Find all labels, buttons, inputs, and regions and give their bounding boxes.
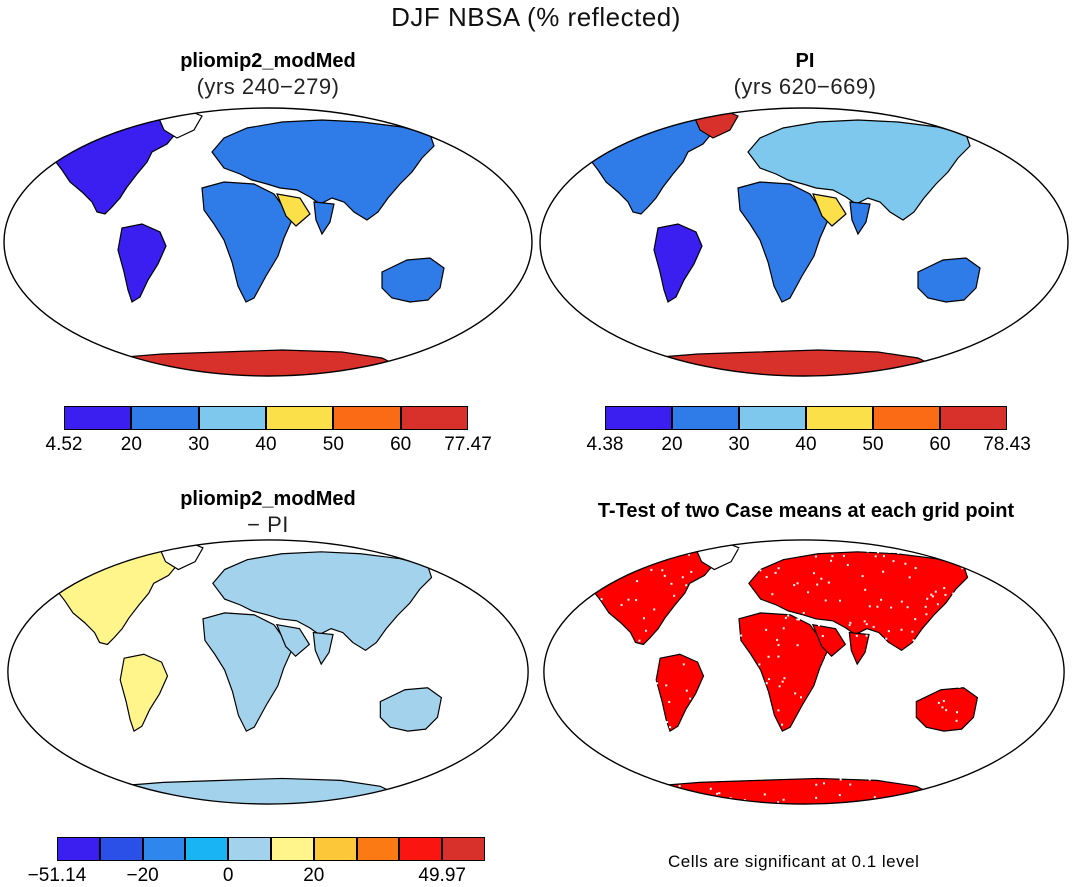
colorbar-tick-label: 77.47: [444, 434, 492, 455]
colorbar-tick-label: 0: [222, 865, 234, 886]
arabia-landmass: [276, 193, 311, 227]
colorbar-swatch: [228, 837, 271, 861]
panel-title-ttest: T-Test of two Case means at each grid po…: [597, 500, 1015, 522]
panel-subtitle-diff: − PI: [247, 512, 289, 537]
map-frame: [7, 539, 529, 805]
colorbar-swatch: [605, 406, 672, 430]
colorbar-swatch: [442, 837, 485, 861]
colorbar-swatch: [57, 837, 100, 861]
map-ttest: [543, 539, 1065, 805]
eurasia-landmass: [211, 119, 435, 221]
africa-landmass: [738, 612, 829, 732]
arabia-landmass: [275, 623, 311, 658]
colorbar-modmed: 4.52 20 30 40 50 60 77.47: [46, 406, 492, 466]
map-frame: [543, 539, 1065, 805]
colorbar-swatch: [333, 406, 401, 430]
south-america-landmass: [655, 653, 705, 733]
panel-title-diff: pliomip2_modMed: [180, 488, 356, 510]
panel-subtitle-pi: (yrs 620−669): [733, 74, 877, 99]
arabia-landmass: [811, 623, 847, 658]
colorbar-swatch: [271, 837, 314, 861]
australia-landmass: [381, 257, 445, 303]
colorbar-swatch: [739, 406, 806, 430]
map-diff: [7, 539, 529, 805]
colorbar-tick-label: 49.97: [418, 865, 466, 886]
colorbar-tick-label: 50: [862, 434, 884, 455]
colorbar-tick-label: −51.14: [27, 865, 87, 886]
colorbar-swatch: [99, 837, 143, 861]
south-america-landmass: [117, 223, 167, 303]
map-frame: [3, 107, 533, 377]
south-america-landmass: [653, 223, 703, 303]
africa-landmass: [202, 612, 293, 732]
colorbar-swatch: [64, 406, 132, 430]
australia-landmass: [917, 257, 981, 303]
colorbar-swatch: [356, 837, 400, 861]
colorbar-tick-label: 20: [661, 434, 683, 455]
australia-landmass: [379, 687, 443, 732]
colorbar-swatch: [672, 406, 739, 430]
india-landmass: [848, 631, 870, 666]
colorbar-tick-label: 50: [322, 434, 344, 455]
colorbar-tick-label: 60: [390, 434, 412, 455]
colorbar-tick-label: 20: [120, 434, 142, 455]
colorbar-swatch: [142, 837, 186, 861]
eurasia-landmass: [212, 551, 433, 652]
colorbar-tick-label: −20: [126, 865, 159, 886]
colorbar-diff: −51.14 −20 0 20 49.97: [28, 837, 485, 886]
panel-subtitle-modmed: (yrs 240−279): [196, 74, 340, 99]
colorbar-swatch: [185, 837, 229, 861]
colorbar-tick-label: 4.52: [45, 434, 83, 455]
africa-landmass: [737, 181, 829, 303]
colorbar-swatch: [873, 406, 940, 430]
colorbar-tick-label: 4.38: [586, 434, 624, 455]
eurasia-landmass: [748, 551, 969, 652]
colorbar-tick-label: 20: [303, 865, 325, 886]
colorbar-swatch: [399, 837, 443, 861]
india-landmass: [313, 201, 335, 236]
colorbar-swatch: [313, 837, 357, 861]
colorbar-swatch: [266, 406, 334, 430]
colorbar-tick-label: 40: [795, 434, 817, 455]
colorbar-pi: 4.38 20 30 40 50 60 78.43: [587, 406, 1031, 466]
panel-title-modmed: pliomip2_modMed: [180, 50, 356, 72]
colorbar-swatch: [198, 406, 266, 430]
india-landmass: [312, 631, 334, 666]
south-america-landmass: [119, 653, 169, 733]
colorbar-tick-label: 40: [255, 434, 277, 455]
colorbar-tick-label: 78.43: [983, 434, 1031, 455]
colorbar-swatch: [806, 406, 873, 430]
colorbar-swatch: [400, 406, 468, 430]
colorbar-tick-label: 60: [929, 434, 951, 455]
colorbar-tick-label: 30: [188, 434, 210, 455]
arabia-landmass: [812, 193, 847, 227]
map-frame: [539, 107, 1069, 377]
africa-landmass: [201, 181, 293, 303]
panel-title-pi: PI: [795, 50, 815, 72]
map-pi: [539, 107, 1069, 377]
india-landmass: [849, 201, 871, 236]
colorbar-tick-label: 30: [728, 434, 750, 455]
significance-note: Cells are significant at 0.1 level: [668, 852, 920, 871]
eurasia-landmass: [747, 119, 971, 221]
colorbar-swatch: [131, 406, 199, 430]
colorbar-swatch: [940, 406, 1007, 430]
map-modmed: [3, 107, 533, 377]
figure-title: DJF NBSA (% reflected): [391, 2, 681, 32]
